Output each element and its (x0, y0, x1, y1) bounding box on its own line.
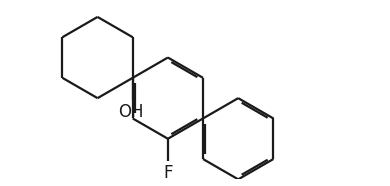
Text: OH: OH (118, 103, 144, 121)
Text: F: F (163, 164, 173, 182)
